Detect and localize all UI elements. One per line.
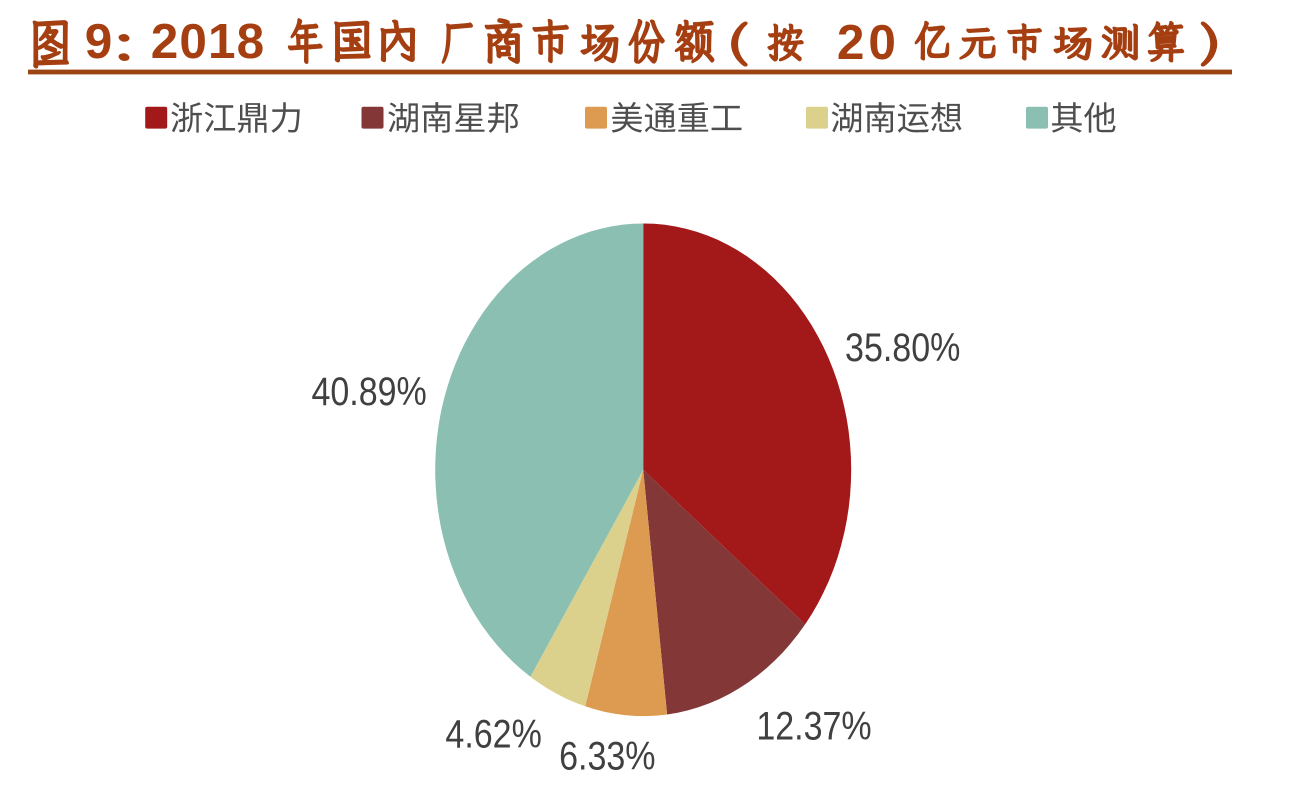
svg-text:4.62%: 4.62% <box>445 711 541 756</box>
svg-text:35.80%: 35.80% <box>845 324 960 369</box>
svg-text:12.37%: 12.37% <box>756 703 871 748</box>
svg-text:9: 9 <box>85 14 113 69</box>
svg-text:2: 2 <box>837 15 865 70</box>
svg-text:6.33%: 6.33% <box>559 733 655 778</box>
svg-text:2018: 2018 <box>151 14 266 69</box>
svg-text:40.89%: 40.89% <box>311 368 426 413</box>
svg-text:0: 0 <box>868 15 896 70</box>
